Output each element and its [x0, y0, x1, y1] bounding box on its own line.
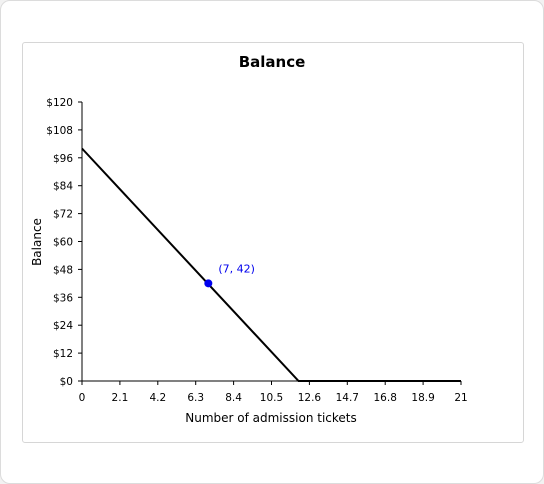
y-tick-label: $48 [53, 264, 73, 276]
x-tick-label: 12.6 [298, 392, 322, 404]
y-axis-ticks: $0 $12 $24 $36 $48 $60 $72 $84 $96 $108 $120 [46, 97, 82, 388]
highlight-point-label: (7, 42) [218, 262, 255, 275]
x-axis-ticks: 0 2.1 4.2 6.3 8.4 10.5 12.6 14.7 16.8 18.9 21 [79, 381, 468, 404]
x-tick-label: 8.4 [225, 392, 242, 404]
x-tick-label: 21 [454, 392, 467, 404]
x-tick-label: 6.3 [187, 392, 204, 404]
series-group: (7, 42) [81, 147, 461, 382]
y-tick-label: $108 [46, 125, 73, 137]
x-tick-label: 16.8 [374, 392, 397, 404]
y-axis-label: Balance [30, 218, 44, 266]
x-tick-label: 2.1 [112, 392, 129, 404]
y-tick-label: $96 [53, 153, 73, 165]
balance-line [81, 147, 461, 382]
y-tick-label: $120 [46, 97, 73, 109]
x-tick-label: 10.5 [260, 392, 283, 404]
y-tick-label: $0 [60, 376, 73, 388]
x-axis-label: Number of admission tickets [185, 411, 357, 425]
x-tick-label: 4.2 [149, 392, 166, 404]
x-tick-label: 14.7 [336, 392, 359, 404]
y-tick-label: $12 [53, 348, 73, 360]
y-tick-label: $24 [53, 320, 73, 332]
y-tick-label: $84 [53, 181, 73, 193]
y-tick-label: $72 [53, 209, 73, 221]
chart-card [22, 42, 524, 443]
y-tick-label: $36 [53, 292, 73, 304]
x-tick-label: 18.9 [411, 392, 434, 404]
highlight-point[interactable] [204, 279, 213, 288]
chart-title: Balance [239, 53, 306, 71]
y-tick-label: $60 [53, 237, 73, 249]
x-tick-label: 0 [79, 392, 86, 404]
